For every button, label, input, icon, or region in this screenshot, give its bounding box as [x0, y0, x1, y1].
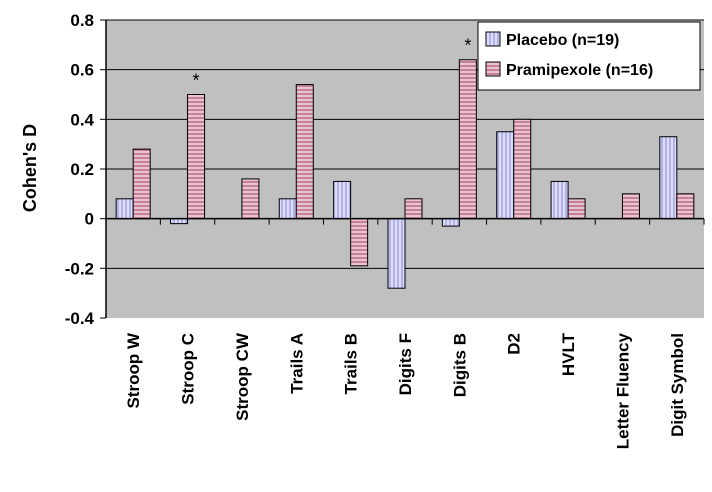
bar-placebo	[115, 198, 134, 220]
x-tick-label: HVLT	[559, 332, 578, 376]
bar-pramipexole	[621, 193, 640, 220]
bar-pramipexole	[132, 148, 151, 220]
y-tick-label: 0.6	[70, 61, 94, 80]
y-tick-label: 0.8	[70, 11, 94, 30]
bar-pramipexole	[404, 198, 423, 220]
bar-pramipexole	[295, 84, 314, 220]
bar-placebo	[441, 218, 460, 227]
legend-swatch-placebo	[485, 31, 501, 47]
y-tick-label: 0.2	[70, 160, 94, 179]
bar-pramipexole	[187, 94, 206, 220]
bar-placebo	[387, 218, 406, 289]
bar-pramipexole	[676, 193, 695, 220]
y-tick-label: -0.2	[65, 259, 94, 278]
legend-label: Pramipexole (n=16)	[506, 62, 653, 79]
y-tick-label: -0.4	[65, 309, 95, 328]
x-tick-label: Digits B	[450, 333, 469, 397]
bar-placebo	[333, 180, 352, 220]
x-tick-label: D2	[505, 333, 524, 355]
bar-placebo	[278, 198, 297, 220]
x-tick-label: Stroop CW	[233, 332, 252, 421]
y-tick-label: 0.4	[70, 110, 94, 129]
y-tick-label: 0	[85, 210, 94, 229]
bar-placebo	[550, 180, 569, 220]
x-tick-label: Stroop C	[179, 333, 198, 405]
bar-pramipexole	[241, 178, 260, 220]
x-tick-label: Stroop W	[124, 332, 143, 408]
legend: Placebo (n=19) Pramipexole (n=16)	[477, 21, 701, 91]
x-tick-label: Digit Symbol	[668, 333, 687, 437]
bar-pramipexole	[513, 118, 532, 220]
bar-pramipexole	[458, 59, 477, 220]
significance-star: *	[464, 36, 471, 56]
legend-label: Placebo (n=19)	[506, 32, 619, 49]
y-axis-title: Cohen's D	[20, 124, 40, 212]
x-tick-label: Digits F	[396, 333, 415, 395]
x-tick-label: Letter Fluency	[613, 332, 632, 449]
significance-star: *	[193, 71, 200, 91]
bar-pramipexole	[350, 218, 369, 267]
legend-swatch-pramipexole	[485, 61, 501, 77]
legend-box	[477, 21, 701, 91]
bar-placebo	[496, 131, 515, 220]
bar-placebo	[659, 136, 678, 220]
x-tick-label: Trails B	[342, 333, 361, 394]
x-tick-label: Trails A	[287, 333, 306, 394]
bar-pramipexole	[567, 198, 586, 220]
